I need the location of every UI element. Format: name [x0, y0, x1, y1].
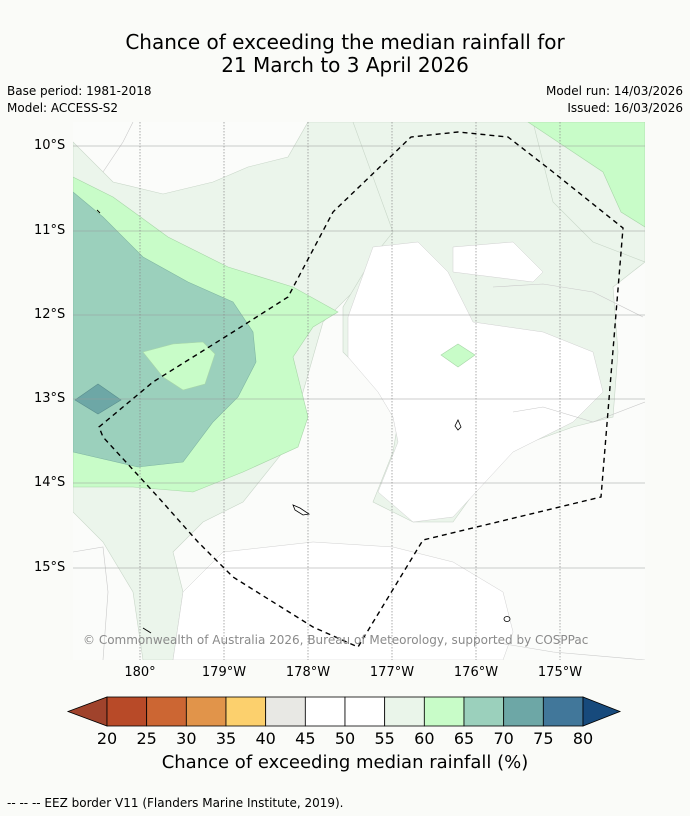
colorbar-box-25-30: [146, 696, 187, 727]
map-panel: [73, 122, 645, 660]
colorbar-box-20-25: [106, 696, 148, 727]
contour-line-5: [492, 641, 645, 660]
lon-label-179w: 179°W: [201, 665, 247, 680]
colorbar-box-50-55: [344, 696, 386, 727]
contour-line-1: [73, 546, 109, 660]
chart-title: Chance of exceeding the median rainfall …: [0, 31, 690, 77]
colorbar-box-65-70: [463, 696, 505, 727]
colorbar-tick-45: 45: [295, 729, 316, 748]
colorbar-tick-25: 25: [136, 729, 157, 748]
eez-tick-south: [142, 627, 152, 634]
contour-50-55-island: [452, 241, 544, 283]
lon-label-180: 180°: [124, 665, 156, 680]
title-line-2: 21 March to 3 April 2026: [221, 53, 469, 77]
colorbar-tick-80: 80: [572, 729, 594, 748]
contour-line-3: [512, 401, 645, 423]
model-run: Model run: 14/03/2026: [545, 84, 683, 98]
meridians: [139, 122, 561, 660]
colorbar-extend-low: [66, 696, 108, 727]
eez-border: [98, 131, 624, 648]
colorbar-box-30-35: [185, 696, 227, 727]
island-1: [454, 419, 462, 431]
contour-50-55-south: [172, 541, 514, 660]
colorbar-tick-20: 20: [96, 729, 118, 748]
lat-label-15s: 15°S: [34, 560, 66, 575]
colorbar-tick-30: 30: [176, 729, 197, 748]
colorbar-tick-60: 60: [414, 729, 435, 748]
colorbar-box-35-40: [225, 696, 267, 727]
lon-label-178w: 178°W: [285, 665, 331, 680]
colorbar-tick-70: 70: [493, 729, 514, 748]
lat-label-13s: 13°S: [34, 391, 66, 406]
contour-60-65-spot: [440, 343, 476, 368]
colorbar-tick-55: 55: [374, 729, 395, 748]
lat-label-14s: 14°S: [34, 475, 66, 490]
copyright-note: © Commonwealth of Australia 2026, Bureau…: [83, 633, 589, 647]
base-period: Base period: 1981-2018: [7, 84, 152, 98]
meta-right: Model run: 14/03/2026 Issued: 16/03/2026: [546, 83, 683, 117]
lat-label-12s: 12°S: [34, 307, 66, 322]
colorbar: [66, 696, 622, 727]
colorbar-box-55-60: [384, 696, 425, 727]
colorbar-tick-50: 50: [334, 729, 356, 748]
colorbar-tick-75: 75: [533, 729, 554, 748]
colorbar-tick-65: 65: [453, 729, 475, 748]
lon-label-175w: 175°W: [537, 665, 583, 680]
colorbar-tick-40: 40: [255, 729, 276, 748]
contour-50-55-center: [347, 241, 604, 523]
lat-label-11s: 11°S: [34, 223, 66, 238]
island-2: [292, 504, 311, 516]
colorbar-box-45-50: [304, 696, 346, 727]
lat-label-10s: 10°S: [34, 138, 66, 153]
colorbar-box-70-75: [503, 696, 544, 727]
lon-label-177w: 177°W: [369, 665, 415, 680]
graticule: [73, 145, 645, 569]
title-line-1: Chance of exceeding the median rainfall …: [125, 30, 565, 54]
contour-line-4: [102, 122, 134, 173]
colorbar-box-75-80: [542, 696, 584, 727]
contour-line-2: [492, 283, 644, 318]
island-3: [503, 616, 511, 622]
contour-60-65-ne: [527, 122, 645, 228]
colorbar-extend-high: [582, 696, 622, 727]
colorbar-box-60-65: [423, 696, 465, 727]
issued-date: Issued: 16/03/2026: [567, 101, 683, 115]
eez-tick: [96, 209, 101, 214]
lon-label-176w: 176°W: [453, 665, 499, 680]
colorbar-title: Chance of exceeding median rainfall (%): [161, 752, 529, 773]
meta-left: Base period: 1981-2018 Model: ACCESS-S2: [7, 83, 152, 117]
colorbar-box-40-45: [265, 696, 306, 727]
model-name: Model: ACCESS-S2: [7, 101, 119, 115]
colorbar-tick-35: 35: [215, 729, 237, 748]
eez-legend: -- -- -- EEZ border V11 (Flanders Marine…: [7, 796, 344, 810]
